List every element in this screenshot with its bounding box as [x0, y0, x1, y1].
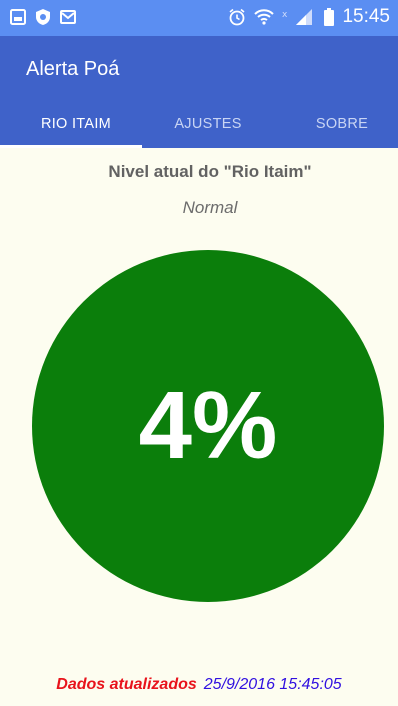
- update-label: Dados atualizados: [56, 676, 197, 693]
- update-footer: Dados atualizados 25/9/2016 15:45:05: [0, 676, 398, 694]
- signal-icon: x: [282, 9, 313, 25]
- wifi-icon: [254, 9, 275, 25]
- level-status: Normal: [182, 198, 238, 217]
- level-percent: 4%: [138, 372, 278, 479]
- tab-bar: RIO ITAIM AJUSTES SOBRE: [0, 102, 398, 148]
- main-content: Nivel atual do "Rio Itaim" Normal 4% Dad…: [0, 148, 398, 706]
- battery-icon: [324, 8, 335, 26]
- tab-sobre[interactable]: SOBRE: [315, 116, 369, 132]
- status-clock: 15:45: [342, 6, 390, 27]
- level-title: Nivel atual do "Rio Itaim": [108, 162, 312, 181]
- level-gauge: 4%: [32, 250, 384, 602]
- tab-rio-itaim[interactable]: RIO ITAIM: [40, 116, 112, 132]
- status-bar: x 15:45: [0, 0, 398, 36]
- app-title: Alerta Poá: [26, 58, 120, 80]
- gallery-icon: [10, 9, 26, 25]
- app-bar: Alerta Poá: [0, 36, 398, 102]
- status-left-icons: [10, 8, 76, 26]
- status-right-icons: x 15:45: [228, 6, 390, 28]
- svg-text:x: x: [282, 10, 288, 20]
- mail-icon: [60, 10, 76, 24]
- tab-ajustes[interactable]: AJUSTES: [174, 116, 242, 132]
- tab-indicator: [0, 145, 142, 148]
- update-timestamp: 25/9/2016 15:45:05: [203, 676, 342, 693]
- alarm-icon: [229, 8, 245, 26]
- shield-icon: [36, 9, 50, 25]
